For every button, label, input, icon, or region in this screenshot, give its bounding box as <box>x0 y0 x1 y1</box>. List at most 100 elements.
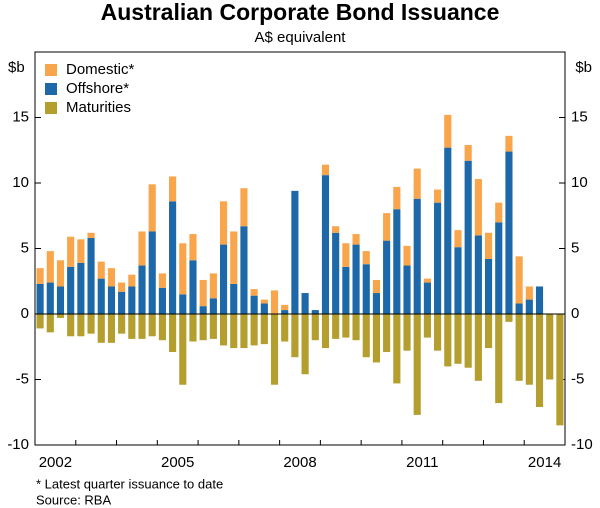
bar-maturities <box>250 314 258 346</box>
bar-maturities <box>352 314 360 341</box>
bar-domestic <box>230 231 238 284</box>
x-tick-label: 2002 <box>39 454 72 471</box>
bar-maturities <box>342 314 350 338</box>
bar-maturities <box>464 314 472 368</box>
bar-offshore <box>138 265 146 314</box>
bar-domestic <box>148 184 156 232</box>
bar-maturities <box>107 314 116 343</box>
bar-domestic <box>138 231 146 266</box>
bar-maturities <box>535 314 544 408</box>
y2-tick-label: 5 <box>571 239 579 256</box>
bar-domestic <box>250 289 258 296</box>
bar-offshore <box>36 283 44 314</box>
bar-maturities <box>97 314 105 343</box>
bar-domestic <box>158 273 166 288</box>
bar-maturities <box>362 314 370 358</box>
bar-offshore <box>352 244 360 314</box>
legend-label: Offshore* <box>66 80 129 97</box>
bar-offshore <box>372 293 381 314</box>
bar-maturities <box>138 314 146 339</box>
bar-offshore <box>250 295 258 314</box>
bar-offshore <box>128 286 136 314</box>
chart-subtitle: A$ equivalent <box>255 29 347 46</box>
bar-maturities <box>515 314 523 381</box>
bar-offshore <box>515 303 523 314</box>
bar-maturities <box>148 314 156 337</box>
y-axis-label: $b <box>8 59 25 76</box>
bar-offshore <box>321 175 330 314</box>
bar-offshore <box>158 287 166 314</box>
bar-domestic <box>321 164 330 176</box>
bar-maturities <box>158 314 166 341</box>
bar-offshore <box>77 262 85 314</box>
bar-maturities <box>230 314 238 349</box>
bar-maturities <box>413 314 421 415</box>
y-tick-label: -5 <box>16 370 29 387</box>
bar-maturities <box>240 314 248 349</box>
bar-domestic <box>393 186 401 210</box>
x-tick-label: 2014 <box>528 454 561 471</box>
bar-maturities <box>495 314 503 404</box>
bar-domestic <box>209 273 217 299</box>
bar-domestic <box>413 168 421 199</box>
bar-maturities <box>454 314 462 364</box>
bar-domestic <box>36 268 44 284</box>
bar-offshore <box>97 278 105 314</box>
bar-domestic <box>270 290 279 314</box>
x-tick-label: 2005 <box>161 454 194 471</box>
bar-maturities <box>179 314 187 385</box>
bar-maturities <box>403 314 411 351</box>
bar-offshore <box>484 258 493 314</box>
bar-maturities <box>372 314 381 363</box>
bar-offshore <box>87 238 95 314</box>
bar-offshore <box>260 303 268 314</box>
bar-offshore <box>393 209 401 314</box>
bar-offshore <box>46 282 54 314</box>
bar-maturities <box>169 314 177 352</box>
bar-maturities <box>199 314 207 341</box>
bar-domestic <box>56 260 65 287</box>
y-tick-label: 15 <box>12 108 29 125</box>
bar-domestic <box>118 282 126 292</box>
bar-maturities <box>474 314 482 381</box>
bar-offshore <box>434 202 442 314</box>
bar-offshore <box>413 198 421 314</box>
plot-frame <box>34 51 566 446</box>
bar-offshore <box>383 240 391 314</box>
legend-swatch <box>45 64 57 76</box>
legend-swatch <box>45 102 57 114</box>
bar-offshore <box>495 222 503 314</box>
bar-domestic <box>495 202 503 223</box>
bar-maturities <box>118 314 126 334</box>
legend-label: Maturities <box>66 99 131 116</box>
bar-offshore <box>169 201 177 314</box>
bar-domestic <box>77 239 85 263</box>
bar-maturities <box>301 314 309 375</box>
y-tick-label: 5 <box>21 239 29 256</box>
bar-maturities <box>444 314 452 367</box>
bar-domestic <box>67 236 75 267</box>
bar-maturities <box>281 314 289 342</box>
bar-domestic <box>46 251 54 283</box>
bar-domestic <box>444 114 452 148</box>
bar-offshore <box>199 306 207 314</box>
bar-domestic <box>423 278 431 283</box>
bar-domestic <box>189 234 197 261</box>
bar-domestic <box>97 261 105 279</box>
bar-domestic <box>281 304 289 311</box>
bar-domestic <box>128 274 136 287</box>
bar-offshore <box>464 160 472 314</box>
bar-maturities <box>393 314 401 384</box>
bar-domestic <box>454 230 462 248</box>
bar-maturities <box>546 314 554 380</box>
bar-offshore <box>301 293 309 314</box>
bar-offshore <box>403 265 411 314</box>
bar-domestic <box>383 213 391 241</box>
bar-offshore <box>107 286 116 314</box>
bar-maturities <box>77 314 85 337</box>
bar-domestic <box>332 226 340 233</box>
bar-domestic <box>403 245 411 266</box>
bar-offshore <box>291 190 299 314</box>
bar-domestic <box>515 256 523 304</box>
